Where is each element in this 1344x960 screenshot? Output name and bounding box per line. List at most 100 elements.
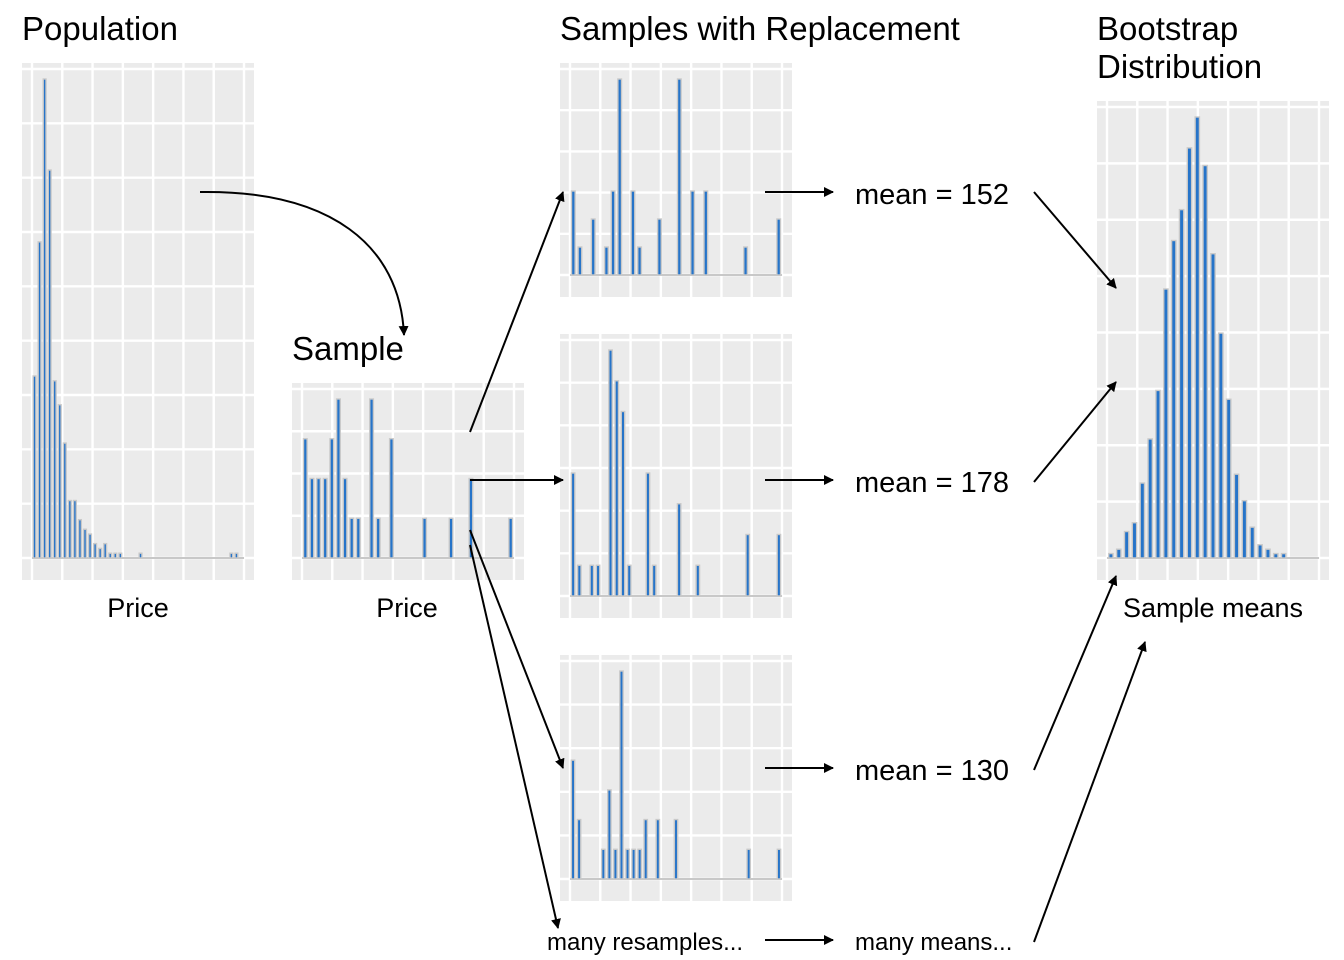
mean-2-to-bootstrap-arrow <box>1033 381 1117 483</box>
many-means-label: many means... <box>855 929 1012 956</box>
histogram-bar <box>651 564 657 597</box>
sample-to-many-arrow <box>469 544 561 929</box>
histogram-bar <box>703 190 709 276</box>
histogram-bar <box>1115 548 1122 559</box>
histogram-bar <box>600 848 606 880</box>
population-to-sample-arrow <box>199 190 409 336</box>
histogram-bar <box>322 477 328 559</box>
histogram-bar <box>422 517 428 559</box>
histogram-bar <box>1257 544 1263 559</box>
population-axis-label: Price <box>107 593 169 623</box>
histogram-bar <box>1241 499 1248 559</box>
histogram-bar <box>614 380 620 597</box>
histogram-bar <box>316 477 322 559</box>
resample-2-mean: mean = 178 <box>855 467 1009 499</box>
histogram-bar <box>655 818 661 880</box>
histogram-bar <box>57 404 62 559</box>
resample-2-histogram <box>560 334 792 618</box>
bootstrap-histogram <box>1097 101 1329 580</box>
histogram-bar <box>1272 552 1279 559</box>
histogram-bar <box>676 503 682 597</box>
histogram-bar <box>1147 438 1154 559</box>
bootstrap-title-line2: Distribution <box>1097 48 1262 85</box>
histogram-bar <box>32 375 37 559</box>
histogram-bar <box>37 241 42 559</box>
histogram-bar <box>508 517 514 559</box>
histogram-bar <box>613 848 618 880</box>
histogram-bar <box>743 246 749 276</box>
histogram-bar <box>1225 398 1232 559</box>
histogram-bar <box>349 517 355 559</box>
histogram-bar <box>745 533 751 597</box>
sample-to-resample-1-arrow <box>469 191 565 433</box>
histogram-bar <box>603 246 609 276</box>
histogram-bar <box>1178 208 1185 559</box>
histogram-bar <box>673 818 679 880</box>
histogram-bar <box>1194 116 1201 559</box>
histogram-bar <box>1265 548 1271 559</box>
histogram-bar <box>776 533 782 597</box>
histogram-bar <box>1233 473 1240 559</box>
histogram-bar <box>108 552 113 559</box>
histogram-bar <box>67 499 72 559</box>
histogram-bar <box>637 246 643 276</box>
sample-histogram <box>292 383 524 580</box>
histogram-bar <box>234 552 239 559</box>
histogram-bar <box>576 564 582 597</box>
histogram-bar <box>52 380 57 559</box>
histogram-bar <box>637 848 643 880</box>
histogram-bar <box>610 190 616 276</box>
histogram-bar <box>695 564 701 597</box>
histogram-bar <box>1155 389 1161 559</box>
histogram-bar <box>138 552 143 559</box>
histogram-bar <box>590 218 596 276</box>
histogram-bar <box>98 547 103 559</box>
histogram-bar <box>631 848 636 880</box>
histogram-bar <box>577 246 583 276</box>
histogram-bar <box>1186 147 1193 559</box>
histogram-bar <box>746 848 752 880</box>
histogram-bar <box>77 518 83 559</box>
histogram-bar <box>589 564 595 597</box>
histogram-bar <box>626 564 632 597</box>
histogram-bar <box>617 78 623 276</box>
histogram-bar <box>302 438 308 559</box>
histogram-bar <box>1139 482 1146 559</box>
histogram-bar <box>118 552 123 559</box>
histogram-bar <box>329 438 335 559</box>
histogram-bar <box>690 190 696 276</box>
histogram-bar <box>1170 239 1177 559</box>
histogram-bar <box>47 169 52 559</box>
resample-3-histogram <box>560 655 792 901</box>
histogram-bar <box>1249 526 1256 559</box>
arrows <box>199 187 1147 945</box>
histogram-bar <box>1163 288 1169 559</box>
panel-background <box>560 63 792 297</box>
histogram-bar <box>1131 522 1138 559</box>
bootstrap-axis-label: Sample means <box>1123 593 1303 623</box>
histogram-bar <box>645 472 651 597</box>
population-title: Population <box>22 10 178 47</box>
histogram-bar <box>335 398 341 559</box>
histogram-bar <box>607 789 612 880</box>
bootstrap-title-line1: Bootstrap <box>1097 10 1238 47</box>
histogram-bar <box>42 78 47 559</box>
mean-3-to-bootstrap-arrow <box>1033 575 1118 771</box>
histogram-bar <box>229 552 234 559</box>
histogram-bar <box>630 190 636 276</box>
histogram-bar <box>342 477 348 559</box>
histogram-bar <box>87 533 93 559</box>
sample-axis-label: Price <box>376 593 438 623</box>
histogram-bar <box>656 218 662 276</box>
histogram-bar <box>570 759 576 880</box>
histogram-bar <box>776 848 782 880</box>
histogram-bar <box>113 552 118 559</box>
many-resamples-label: many resamples... <box>547 929 743 956</box>
histogram-bar <box>375 517 381 559</box>
sample-title: Sample <box>292 330 404 367</box>
histogram-bar <box>448 517 454 559</box>
histogram-bar <box>309 477 315 559</box>
histogram-bar <box>1123 530 1130 559</box>
